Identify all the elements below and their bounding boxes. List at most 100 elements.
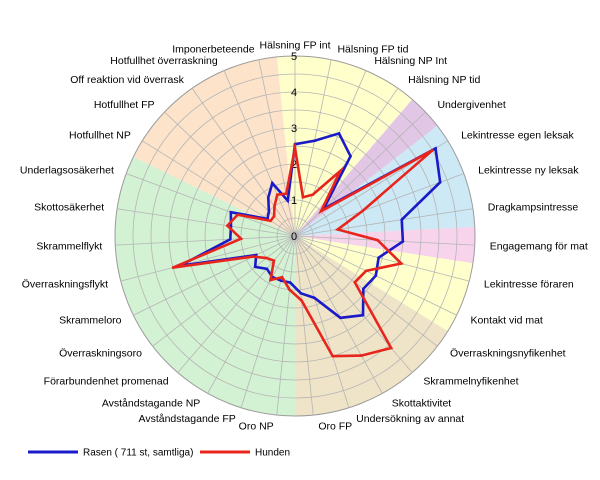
axis-spoke xyxy=(294,235,413,373)
data-point-hunden xyxy=(275,193,279,196)
data-point-rasen xyxy=(229,210,233,214)
data-point-hunden xyxy=(226,224,229,227)
axis-spoke xyxy=(191,88,296,237)
axis-spoke xyxy=(294,208,473,237)
axis-spoke xyxy=(152,235,296,347)
data-point-rasen xyxy=(349,154,352,158)
data-point-hunden xyxy=(389,346,393,350)
data-point-hunden xyxy=(331,354,335,358)
data-point-rasen xyxy=(288,281,292,284)
data-point-hunden xyxy=(285,192,288,195)
axis-spoke xyxy=(115,235,296,246)
data-point-rasen xyxy=(374,274,378,277)
category-label: Oro FP xyxy=(318,421,352,433)
category-sector xyxy=(295,226,475,264)
axis-spoke xyxy=(294,59,332,237)
axis-spokes xyxy=(115,56,475,416)
axis-spoke xyxy=(240,235,296,408)
data-point-hunden xyxy=(376,238,379,242)
axis-spoke xyxy=(117,208,296,237)
axis-spoke xyxy=(294,173,464,237)
legend: Rasen ( 711 st, samtliga) Hunden xyxy=(28,448,290,459)
series-line-hunden xyxy=(172,140,434,358)
category-sector xyxy=(115,156,296,417)
category-label: Skrammelflykt xyxy=(36,240,102,252)
data-point-rasen xyxy=(337,132,341,135)
axis-spoke xyxy=(223,70,296,237)
data-point-hunden xyxy=(361,209,364,213)
category-label: Underlagsosäkerhet xyxy=(20,164,114,176)
category-label: Imponerbeteende xyxy=(172,44,254,56)
data-point-hunden xyxy=(236,213,239,217)
category-label: Skrammelnyfikenhet xyxy=(423,376,518,388)
category-sector xyxy=(133,56,295,236)
category-label: Oro NP xyxy=(239,421,274,433)
data-point-hunden xyxy=(301,195,305,199)
data-point-hunden xyxy=(364,269,368,273)
data-point-hunden xyxy=(311,193,315,196)
data-point-rasen xyxy=(377,256,380,259)
axis-spoke xyxy=(294,235,470,282)
category-label: Engagemang för mat xyxy=(490,240,588,252)
category-sector xyxy=(295,236,473,332)
data-point-rasen xyxy=(361,313,365,317)
data-point-hunden xyxy=(251,255,255,258)
data-point-rasen xyxy=(253,265,257,269)
axis-spoke xyxy=(294,235,314,416)
data-point-rasen xyxy=(270,181,274,185)
category-label: Hälsning NP Int xyxy=(374,55,447,67)
category-label: Undersökning av annat xyxy=(356,413,464,425)
category-label: Lekintresse egen leksak xyxy=(461,130,574,142)
data-point-rasen xyxy=(286,199,290,203)
data-point-hunden xyxy=(239,237,243,241)
data-point-hunden xyxy=(319,209,323,213)
category-label: Off reaktion vid överrask xyxy=(70,74,184,86)
category-label: Kontakt vid mat xyxy=(470,315,542,327)
category-label: Hälsning FP int xyxy=(259,40,330,52)
legend-label-rasen: Rasen ( 711 st, samtliga) xyxy=(83,448,193,459)
category-label: Överraskningsoro xyxy=(59,348,142,360)
category-label: Lekintresse ny leksak xyxy=(478,164,579,176)
data-point-rasen xyxy=(362,287,365,291)
data-point-hunden xyxy=(273,205,276,208)
data-point-rasen xyxy=(339,316,342,320)
axis-spoke xyxy=(177,235,296,373)
data-point-hunden xyxy=(338,169,342,173)
category-label: Hotfullhet överraskning xyxy=(110,55,218,67)
data-point-hunden xyxy=(171,266,175,269)
data-point-hunden xyxy=(272,259,276,262)
radial-tick-label: 0 xyxy=(291,231,297,243)
data-point-hunden xyxy=(265,256,268,260)
data-point-rasen xyxy=(401,240,405,243)
category-label: Förarbundenhet promenad xyxy=(44,376,169,388)
data-point-rasen xyxy=(265,267,269,271)
data-point-hunden xyxy=(300,299,303,302)
category-label: Överraskningsflykt xyxy=(22,278,108,290)
category-label: Avståndstagande FP xyxy=(139,413,236,425)
data-point-hunden xyxy=(399,262,403,265)
category-label: Lekintresse föraren xyxy=(484,278,574,290)
axis-spoke xyxy=(294,235,350,408)
axis-spoke xyxy=(276,235,296,416)
data-point-hunden xyxy=(353,280,357,284)
category-label: Skrammeloro xyxy=(59,315,122,327)
axis-spoke xyxy=(294,111,426,237)
radial-tick-label: 5 xyxy=(291,51,297,63)
radial-tick-label: 3 xyxy=(291,123,297,135)
axis-spoke xyxy=(133,235,296,316)
series-line-rasen xyxy=(172,131,442,320)
data-point-rasen xyxy=(228,237,232,241)
category-label: Skottaktivitet xyxy=(392,398,452,410)
data-point-hunden xyxy=(288,288,291,292)
data-point-rasen xyxy=(313,139,316,143)
data-point-hunden xyxy=(360,354,363,357)
axis-spoke xyxy=(207,235,296,394)
category-label: Dragkampsintresse xyxy=(488,202,579,214)
axis-spoke xyxy=(294,235,438,347)
data-point-hunden xyxy=(293,146,297,150)
series-lines xyxy=(171,131,442,358)
category-label: Hälsning NP tid xyxy=(408,74,480,86)
data-point-rasen xyxy=(313,296,316,300)
